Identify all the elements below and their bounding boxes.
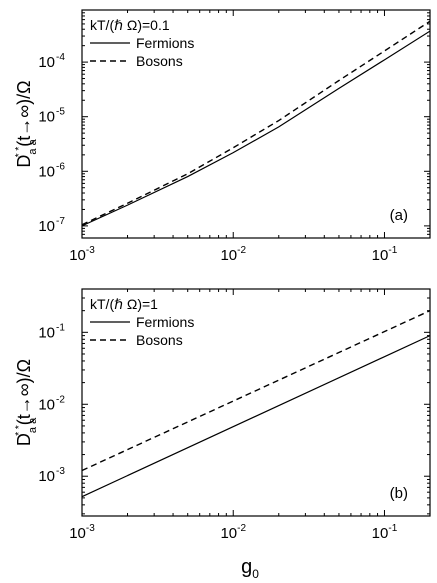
x-axis-label-main: g	[241, 556, 252, 578]
x-tick-label: 10-1	[372, 523, 398, 542]
y-tick-exponent: -1	[56, 322, 65, 333]
y-axis-label-main: D	[14, 155, 34, 168]
legend-title: kT/(ℏ Ω)=0.1	[90, 17, 170, 33]
y-tick-label: 10	[38, 54, 55, 71]
legend-title: kT/(ℏ Ω)=1	[90, 296, 158, 312]
x-tick-exponent: -1	[388, 523, 397, 534]
x-tick-base: 10	[372, 247, 389, 264]
y-tick-exponent: -4	[56, 52, 65, 63]
series-line-fermions	[82, 30, 430, 227]
panel-label: (b)	[390, 485, 408, 502]
y-axis-label-tail: (t→∞)/Ω	[14, 80, 34, 146]
x-tick-base: 10	[69, 525, 86, 542]
x-tick-base: 10	[220, 525, 237, 542]
x-tick-exponent: -2	[237, 523, 246, 534]
x-tick-base: 10	[372, 525, 389, 542]
y-tick-exponent: -7	[56, 216, 65, 227]
legend-label-fermions: Fermions	[136, 314, 194, 330]
legend-label-fermions: Fermions	[136, 35, 194, 51]
panel-a: 10-3 10-2 10-110-710-610-510 -4kT/(ℏ Ω)=0.1…	[14, 9, 431, 264]
y-tick-label: 10	[38, 324, 55, 341]
legend-label-bosons: Bosons	[136, 53, 183, 69]
y-axis-label: Da a* *(t→∞)/Ω	[14, 80, 39, 167]
panel-b: 10-3 10-2 10-110-310-210 -1kT/(ℏ Ω)=1Fermio…	[14, 288, 431, 581]
x-tick-exponent: -2	[237, 245, 246, 256]
y-tick-label: 10	[38, 109, 55, 126]
y-tick-base: 10	[38, 324, 55, 341]
y-tick-base: 10	[38, 396, 55, 413]
y-axis-label-main: D	[14, 433, 34, 446]
y-tick-exponent: -5	[56, 107, 65, 118]
y-tick-label: 10	[38, 396, 55, 413]
plot-frame	[81, 9, 431, 239]
x-tick-label: 10-3	[69, 245, 95, 264]
y-tick-base: 10	[38, 163, 55, 180]
y-axis-label-sub: a a	[27, 417, 39, 433]
y-axis-label: Da a* *(t→∞)/Ω	[14, 359, 39, 446]
y-axis-label-tail: (t→∞)/Ω	[14, 359, 34, 425]
x-tick-label: 10-2	[220, 523, 246, 542]
y-axis-label-sup: * *	[14, 147, 25, 158]
y-tick-exponent: -6	[56, 161, 65, 172]
x-axis-label-sub: 0	[252, 567, 259, 581]
y-tick-label: 10	[38, 468, 55, 485]
series-line-bosons	[82, 310, 430, 472]
series-line-bosons	[82, 20, 430, 226]
x-tick-exponent: -1	[388, 245, 397, 256]
y-tick-exponent: -3	[56, 466, 65, 477]
y-axis-label-sup: * *	[14, 425, 25, 436]
x-tick-label: 10-1	[372, 245, 398, 264]
y-tick-base: 10	[38, 54, 55, 71]
series-line-fermions	[82, 335, 430, 498]
x-tick-label: 10-3	[69, 523, 95, 542]
y-tick-label: 10	[38, 218, 55, 235]
legend-label-bosons: Bosons	[136, 332, 183, 348]
y-tick-base: 10	[38, 218, 55, 235]
x-tick-exponent: -3	[86, 523, 95, 534]
panel-label: (a)	[390, 207, 408, 224]
y-tick-exponent: -2	[56, 394, 65, 405]
x-tick-base: 10	[220, 247, 237, 264]
y-tick-base: 10	[38, 109, 55, 126]
x-tick-label: 10-2	[220, 245, 246, 264]
y-tick-label: 10	[38, 163, 55, 180]
y-tick-base: 10	[38, 468, 55, 485]
x-axis-label: g0	[241, 556, 259, 581]
x-tick-base: 10	[69, 247, 86, 264]
y-axis-label-sub: a a	[27, 138, 39, 154]
x-tick-exponent: -3	[86, 245, 95, 256]
plot-frame	[81, 288, 431, 517]
